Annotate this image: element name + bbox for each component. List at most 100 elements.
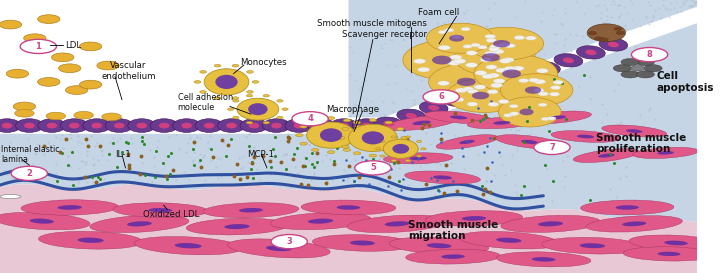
Ellipse shape <box>77 238 104 243</box>
Circle shape <box>534 140 570 155</box>
Circle shape <box>296 134 303 136</box>
Ellipse shape <box>432 56 451 64</box>
Circle shape <box>214 64 221 67</box>
Ellipse shape <box>203 203 299 218</box>
Circle shape <box>396 127 404 130</box>
Circle shape <box>461 27 470 31</box>
Ellipse shape <box>441 254 465 259</box>
Ellipse shape <box>532 257 555 262</box>
Circle shape <box>417 141 422 143</box>
FancyBboxPatch shape <box>0 0 697 273</box>
Circle shape <box>405 136 410 138</box>
Circle shape <box>391 136 396 138</box>
Ellipse shape <box>61 119 88 132</box>
Polygon shape <box>0 23 697 222</box>
Circle shape <box>486 38 497 43</box>
Ellipse shape <box>352 119 380 132</box>
Circle shape <box>385 121 392 124</box>
Ellipse shape <box>587 24 625 41</box>
Ellipse shape <box>128 119 156 132</box>
Circle shape <box>471 43 480 47</box>
Circle shape <box>421 148 426 150</box>
Ellipse shape <box>472 92 490 99</box>
Text: Smooth muscle
proliferation: Smooth muscle proliferation <box>596 132 686 154</box>
Ellipse shape <box>493 121 510 125</box>
Ellipse shape <box>497 252 591 267</box>
Circle shape <box>489 47 500 51</box>
Circle shape <box>467 102 478 106</box>
Circle shape <box>252 81 259 83</box>
Ellipse shape <box>173 119 201 132</box>
Circle shape <box>539 103 547 106</box>
Ellipse shape <box>459 140 475 144</box>
Ellipse shape <box>632 147 699 158</box>
Circle shape <box>487 90 498 94</box>
Ellipse shape <box>573 149 640 162</box>
Text: Cell adhesion
molecule: Cell adhesion molecule <box>178 93 233 112</box>
Circle shape <box>487 73 500 78</box>
Ellipse shape <box>525 86 542 94</box>
Circle shape <box>246 121 253 124</box>
Ellipse shape <box>0 119 21 132</box>
Ellipse shape <box>386 115 458 130</box>
Circle shape <box>277 100 283 102</box>
Circle shape <box>513 66 524 71</box>
Circle shape <box>14 109 34 117</box>
Ellipse shape <box>622 221 646 226</box>
Circle shape <box>396 145 404 148</box>
Circle shape <box>500 59 511 63</box>
Ellipse shape <box>204 123 214 129</box>
Circle shape <box>514 35 525 40</box>
Ellipse shape <box>316 123 326 129</box>
Ellipse shape <box>495 135 564 149</box>
Text: Scavenger receptor: Scavenger receptor <box>342 30 427 38</box>
Ellipse shape <box>588 31 596 35</box>
Polygon shape <box>0 184 697 273</box>
Circle shape <box>453 59 466 64</box>
Circle shape <box>353 121 361 124</box>
Ellipse shape <box>389 237 489 254</box>
Circle shape <box>200 91 206 93</box>
Circle shape <box>621 58 639 66</box>
Circle shape <box>510 112 519 115</box>
Circle shape <box>247 91 253 93</box>
Ellipse shape <box>383 153 453 164</box>
Circle shape <box>466 63 478 67</box>
Circle shape <box>342 145 349 148</box>
Circle shape <box>327 151 335 154</box>
Circle shape <box>214 97 221 99</box>
Ellipse shape <box>623 247 715 261</box>
Ellipse shape <box>487 78 516 91</box>
Ellipse shape <box>92 123 102 129</box>
Ellipse shape <box>248 123 259 129</box>
Ellipse shape <box>127 221 152 226</box>
Ellipse shape <box>270 213 371 230</box>
Ellipse shape <box>181 123 192 129</box>
Circle shape <box>498 99 509 104</box>
Circle shape <box>74 111 93 119</box>
Circle shape <box>631 66 645 71</box>
Ellipse shape <box>403 40 490 80</box>
Ellipse shape <box>226 123 237 129</box>
Ellipse shape <box>629 235 722 251</box>
Ellipse shape <box>500 74 573 106</box>
Ellipse shape <box>531 62 560 75</box>
Circle shape <box>369 119 377 121</box>
Circle shape <box>414 59 425 64</box>
Circle shape <box>200 71 206 73</box>
Ellipse shape <box>159 123 170 129</box>
Circle shape <box>79 80 102 89</box>
Circle shape <box>456 88 467 93</box>
Ellipse shape <box>614 27 622 31</box>
Ellipse shape <box>90 215 189 233</box>
Ellipse shape <box>549 115 566 119</box>
Circle shape <box>247 71 253 73</box>
Ellipse shape <box>540 66 552 71</box>
Ellipse shape <box>248 103 268 115</box>
Ellipse shape <box>428 105 439 111</box>
Text: 7: 7 <box>549 143 555 152</box>
Circle shape <box>539 92 549 96</box>
Circle shape <box>355 161 391 175</box>
Ellipse shape <box>498 97 561 127</box>
Circle shape <box>490 44 501 49</box>
